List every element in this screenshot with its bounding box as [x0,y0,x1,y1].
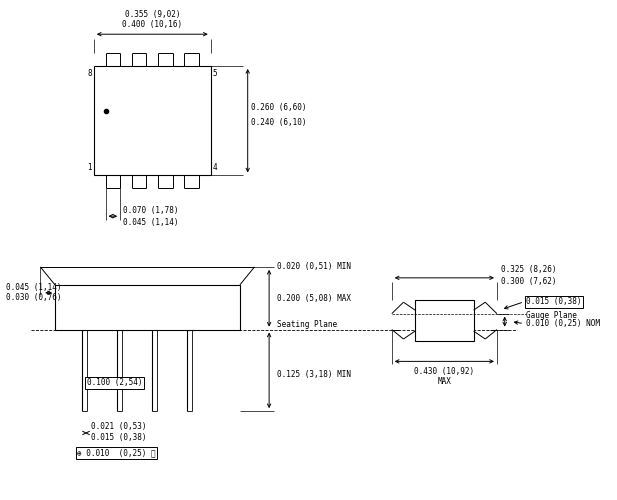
Text: 0.021 (0,53): 0.021 (0,53) [91,422,146,430]
Text: 5: 5 [213,70,217,78]
Text: 0.030 (0,76): 0.030 (0,76) [6,293,62,302]
Text: Gauge Plane: Gauge Plane [526,311,577,320]
Text: 0.015 (0,38): 0.015 (0,38) [526,297,582,306]
Bar [415,300,474,342]
Text: 8: 8 [87,70,92,78]
Text: MAX: MAX [437,377,451,386]
Text: 0.100 (2,54): 0.100 (2,54) [86,378,142,387]
Text: 0.200 (5,08) MAX: 0.200 (5,08) MAX [277,294,351,302]
Text: ⊕ 0.010  (0,25) Ⓜ: ⊕ 0.010 (0,25) Ⓜ [77,448,156,458]
Text: 0.240 (6,10): 0.240 (6,10) [251,118,306,128]
Text: 0.010 (0,25) NOM: 0.010 (0,25) NOM [526,319,600,328]
Text: 0.300 (7,62): 0.300 (7,62) [501,278,557,286]
Text: 0.020 (0,51) MIN: 0.020 (0,51) MIN [277,262,351,272]
Text: 0.045 (1,14): 0.045 (1,14) [6,284,62,292]
Text: Seating Plane: Seating Plane [277,320,337,329]
Text: 1: 1 [87,163,92,172]
Text: 0.045 (1,14): 0.045 (1,14) [123,218,178,226]
Text: 0.400 (10,16): 0.400 (10,16) [122,20,183,29]
Text: 4: 4 [213,163,217,172]
Text: 0.125 (3,18) MIN: 0.125 (3,18) MIN [277,370,351,379]
Bar [94,66,210,176]
Text: 0.260 (6,60): 0.260 (6,60) [251,103,306,112]
Bar [55,285,240,330]
Text: 0.355 (9,02): 0.355 (9,02) [125,10,180,19]
Text: 0.070 (1,78): 0.070 (1,78) [123,206,178,214]
Text: 0.325 (8,26): 0.325 (8,26) [501,266,557,274]
Text: 0.430 (10,92): 0.430 (10,92) [414,367,474,376]
Text: 0.015 (0,38): 0.015 (0,38) [91,434,146,442]
